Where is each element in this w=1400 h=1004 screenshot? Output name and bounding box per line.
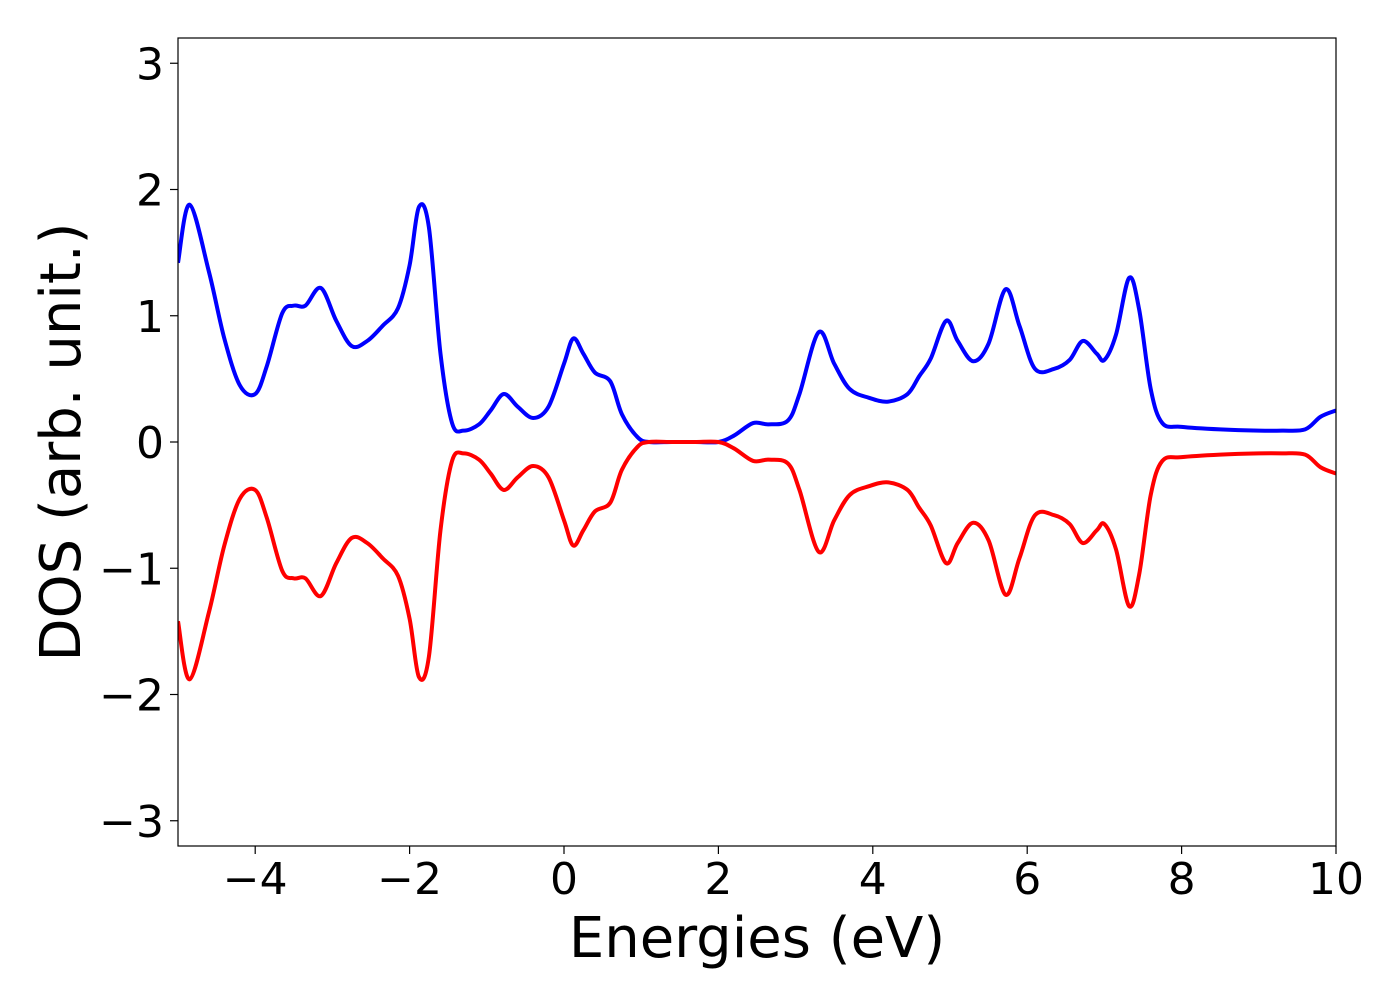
x-tick-label: −4 [223,854,288,905]
y-ticks: −3 −2 −1 0 1 2 3 [99,39,178,848]
y-tick-label: −1 [99,544,164,595]
y-tick-label: −2 [99,671,164,722]
y-tick-label: 1 [136,292,164,343]
y-tick-label: 3 [136,39,164,90]
y-axis-label: DOS (arb. unit.) [29,222,94,661]
y-tick-label: −3 [99,797,164,848]
x-tick-label: 0 [550,854,578,905]
series-layer [178,202,1336,682]
x-ticks: −4 −2 0 2 4 6 8 10 [223,846,1364,905]
x-tick-label: 6 [1013,854,1041,905]
x-tick-label: −2 [377,854,442,905]
plot-frame [177,37,1337,847]
x-tick-label: 10 [1308,854,1364,905]
x-tick-label: 2 [704,854,732,905]
series-line-1 [178,202,1336,445]
y-tick-label: 2 [136,166,164,217]
x-tick-label: 4 [859,854,887,905]
x-axis-label: Energies (eV) [569,906,945,971]
series-line-2 [178,439,1336,682]
y-tick-label: 0 [136,418,164,469]
x-tick-label: 8 [1168,854,1196,905]
